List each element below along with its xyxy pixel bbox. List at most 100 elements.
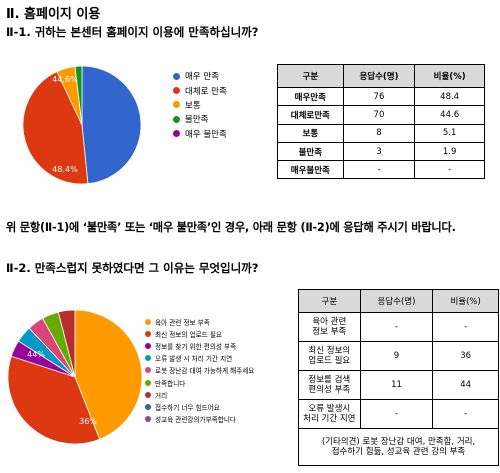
- legend-label: 대체로 만족: [185, 86, 227, 97]
- pie-data-label: 36%: [79, 417, 97, 426]
- table-cell: -: [359, 312, 434, 342]
- legend-swatch: [173, 130, 180, 138]
- pie-slice: [74, 65, 83, 126]
- pie-chart-2: 44% 36%: [7, 309, 143, 445]
- question-2: Ⅱ-2. 만족스럽지 못하였다면 그 이유는 무엇입니까?: [6, 261, 259, 275]
- table-satisfaction: 구분 응답수(명) 비율(%) 매우만족 76 48.4 대체로만족 70 44.6 보통 8 5.…: [277, 64, 485, 180]
- table-row: 최신 정보의 업로드 필요 9 36: [298, 341, 499, 371]
- table-cell: 보통: [277, 123, 344, 143]
- legend-item: 오류 발생 시 처리 기간 지연: [145, 352, 254, 364]
- legend-label: 육아 관련 정보 부족: [155, 319, 210, 328]
- legend-item: 정보를 찾기 위한 편의성 부족: [145, 340, 254, 352]
- table-cell: 76: [342, 86, 416, 107]
- table-cell: 3: [342, 141, 416, 162]
- question-1: Ⅱ-1. 귀하는 본센터 홈페이지 이용에 만족하십니까?: [6, 25, 259, 39]
- legend-swatch: [145, 343, 151, 350]
- legend-item: 대체로 만족: [173, 83, 227, 97]
- legend-label: 성교육 관련강의가부족합니다: [155, 415, 236, 424]
- legend-label: 정보를 찾기 위한 편의성 부족: [155, 343, 237, 352]
- table-row: 정보를 검색 편의성 부족 11 44: [298, 370, 499, 400]
- legend-label: 불만족: [185, 115, 209, 126]
- table-cell: -: [414, 160, 485, 180]
- column-header: 비율(%): [414, 64, 485, 88]
- legend-swatch: [145, 379, 151, 386]
- table-cell: 불만족: [277, 141, 344, 162]
- legend-item: 접수하기 너무 힘드어요: [145, 401, 254, 413]
- table-cell: 오류 발생시 처리 기간 지연: [298, 399, 361, 429]
- column-header: 비율(%): [432, 289, 499, 313]
- legend-swatch: [145, 331, 151, 338]
- legend-item: 최신 정보의 업로드 필요: [145, 328, 254, 340]
- table-cell: 9: [359, 341, 434, 371]
- legend-swatch: [145, 319, 151, 326]
- column-header: 구분: [298, 289, 361, 313]
- table-row: 대체로만족 70 44.6: [277, 105, 485, 125]
- table-cell: 1.9: [414, 141, 485, 162]
- table-row: 매우불만족 - -: [277, 160, 485, 180]
- legend-label: 로봇 장난감 대여 가능하게 해주세요: [155, 367, 255, 376]
- legend-swatch: [173, 87, 180, 95]
- table-cell: -: [359, 399, 434, 429]
- instruction-note: 위 문항(Ⅱ-1)에 ‘불만족’ 또는 ‘매우 불만족’인 경우, 아래 문항 …: [6, 221, 456, 234]
- table-cell: 5.1: [414, 123, 485, 143]
- table-cell: 44.6: [414, 105, 485, 125]
- table-cell: -: [432, 399, 499, 429]
- legend-label: 보통: [185, 100, 201, 111]
- legend-swatch: [173, 101, 180, 109]
- legend-label: 만족합니다: [155, 379, 186, 388]
- pie-slice: [7, 355, 101, 445]
- pie-slice: [74, 309, 143, 440]
- column-header: 구분: [277, 64, 344, 88]
- table-row: 육아 관련 정보 부족 - -: [298, 312, 499, 342]
- other-opinions-cell: (기타의견) 로봇 장난감 대여, 만족함, 거리, 접수하기 힘듦, 성교육 관…: [298, 428, 499, 466]
- legend-item: 성교육 관련강의가부족합니다: [145, 413, 254, 425]
- legend-label: 매우 만족: [185, 72, 219, 83]
- table-row: 불만족 3 1.9: [277, 141, 485, 162]
- legend-swatch: [173, 115, 180, 123]
- table-row: (기타의견) 로봇 장난감 대여, 만족함, 거리, 접수하기 힘듦, 성교육 관…: [298, 428, 499, 466]
- pie-slice: [81, 65, 142, 185]
- table-cell: -: [432, 312, 499, 342]
- table-row: 매우만족 76 48.4: [277, 86, 485, 107]
- table-cell: 매우만족: [277, 86, 344, 107]
- table-cell: 36: [432, 341, 499, 371]
- table-cell: 대체로만족: [277, 105, 344, 125]
- table-row: 오류 발생시 처리 기간 지연 - -: [298, 399, 499, 429]
- table-cell: 매우불만족: [277, 160, 344, 180]
- legend-swatch: [145, 391, 151, 398]
- table-cell: -: [342, 160, 416, 180]
- legend-item: 불만족: [173, 112, 227, 126]
- legend-swatch: [145, 415, 151, 422]
- legend-item: 보통: [173, 98, 227, 112]
- legend-swatch: [145, 355, 151, 362]
- legend-item: 매우 불만족: [173, 127, 227, 141]
- legend-label: 거리: [155, 391, 168, 400]
- table-cell: 70: [342, 105, 416, 125]
- table-cell: 48.4: [414, 86, 485, 107]
- legend-label: 접수하기 너무 힘드어요: [155, 403, 220, 412]
- pie-data-label: 44.6%: [52, 75, 78, 84]
- legend-item: 육아 관련 정보 부족: [145, 316, 254, 328]
- pie-slice: [22, 71, 89, 185]
- legend-label: 오류 발생 시 처리 기간 지연: [155, 355, 233, 364]
- legend-swatch: [173, 72, 180, 80]
- legend-label: 최신 정보의 업로드 필요: [155, 331, 222, 340]
- table-cell: 정보를 검색 편의성 부족: [298, 370, 361, 400]
- legend-item: 거리: [145, 389, 254, 401]
- pie-chart-1: 48.4% 44.6%: [22, 65, 142, 185]
- legend-item: 로봇 장난감 대여 가능하게 해주세요: [145, 364, 254, 376]
- pie-data-label: 44%: [27, 350, 45, 359]
- pie-data-label: 48.4%: [52, 165, 78, 174]
- table-cell: 11: [359, 370, 434, 400]
- table-cell: 8: [342, 123, 416, 143]
- table-cell: 최신 정보의 업로드 필요: [298, 341, 361, 371]
- legend-item: 만족합니다: [145, 376, 254, 388]
- legend-swatch: [145, 367, 151, 374]
- column-header: 응답수(명): [342, 64, 416, 88]
- table-reasons: 구분 응답수(명) 비율(%) 육아 관련 정보 부족 - - 최신 정보의 업로드 필요 9 3…: [298, 289, 499, 466]
- legend-swatch: [145, 403, 151, 410]
- legend-item: 매우 만족: [173, 69, 227, 83]
- table-cell: 육아 관련 정보 부족: [298, 312, 361, 342]
